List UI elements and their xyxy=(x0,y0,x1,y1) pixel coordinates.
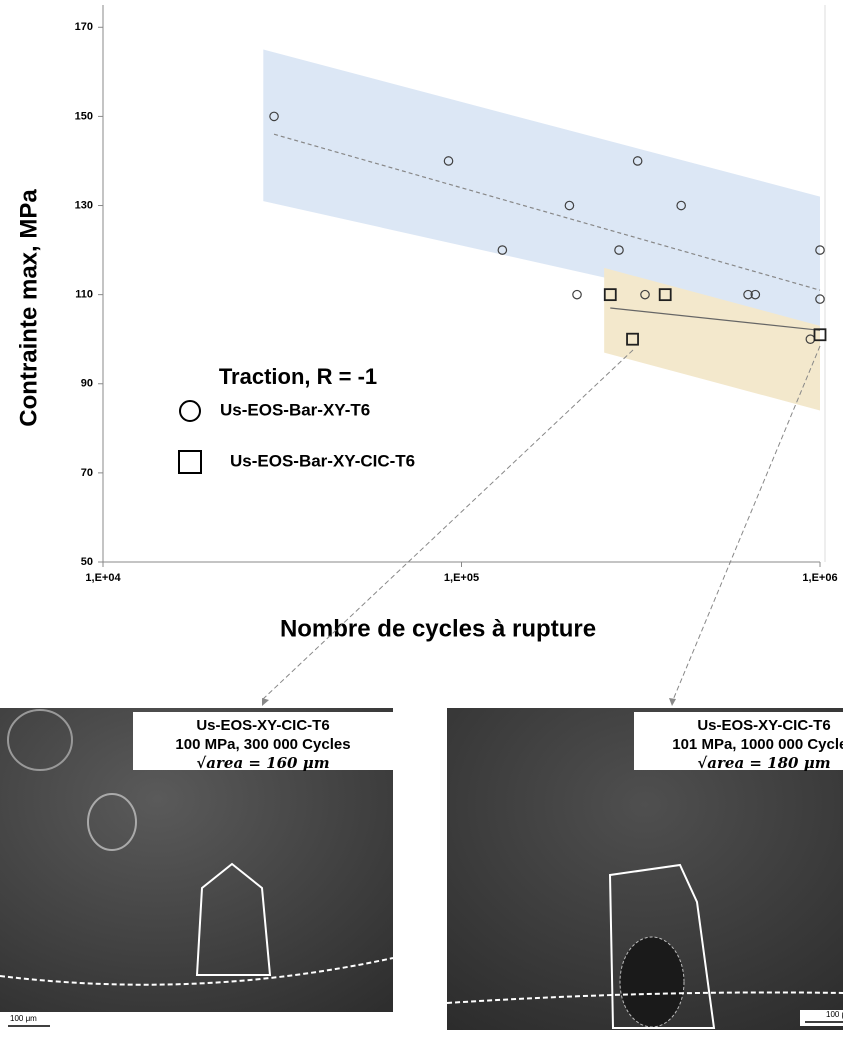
point xyxy=(626,332,639,346)
arrow-head xyxy=(262,698,269,706)
legend-marker xyxy=(178,450,202,474)
sem-panel: Us-EOS-XY-CIC-T6 100 MPa, 300 000 Cycles… xyxy=(0,708,394,1027)
defect-outline xyxy=(195,862,272,976)
label-line: 101 MPa, 1000 000 Cycles xyxy=(672,736,843,753)
point xyxy=(443,156,454,166)
y-tick-label: 110 xyxy=(75,289,93,301)
trend-line xyxy=(273,133,821,291)
sem-panel: Us-EOS-XY-CIC-T6 101 MPa, 1000 000 Cycle… xyxy=(446,708,843,1030)
label-line: √area = 160 μm xyxy=(196,754,329,772)
legend-label: Us-EOS-Bar-XY-T6 xyxy=(220,400,370,419)
label-box xyxy=(133,712,393,770)
x-tick-label: 1,E+04 xyxy=(85,572,121,584)
y-tick-label: 70 xyxy=(81,467,93,479)
legend-marker xyxy=(179,400,201,422)
x-tick-label: 1,E+05 xyxy=(444,572,479,584)
x-axis-title: Nombre de cycles à rupture xyxy=(280,615,596,642)
label-box xyxy=(634,712,843,770)
point xyxy=(815,294,825,304)
point xyxy=(632,156,643,166)
x-tick-label: 1,E+06 xyxy=(802,572,837,584)
legend-label: Us-EOS-Bar-XY-CIC-T6 xyxy=(230,451,415,470)
point xyxy=(658,288,672,302)
y-tick-label: 50 xyxy=(81,556,93,568)
label-line: Us-EOS-XY-CIC-T6 xyxy=(196,717,329,734)
point xyxy=(497,245,508,255)
point xyxy=(750,289,761,300)
point xyxy=(572,289,582,300)
scatter-band xyxy=(604,267,820,411)
scale-bar-label: 100 μm xyxy=(826,1010,843,1019)
point xyxy=(614,245,624,255)
point xyxy=(564,200,575,211)
point xyxy=(813,328,827,342)
scatter-band xyxy=(263,49,820,326)
legend-title: Traction, R = -1 xyxy=(219,364,377,389)
y-tick-label: 170 xyxy=(75,21,93,33)
label-line: Us-EOS-XY-CIC-T6 xyxy=(697,717,830,734)
label-line: √area = 180 μm xyxy=(697,754,830,772)
pore xyxy=(87,793,137,851)
y-tick-label: 130 xyxy=(75,199,93,211)
y-axis-title: Contrainte max, MPa xyxy=(15,189,42,427)
y-tick-label: 150 xyxy=(75,110,93,122)
point xyxy=(603,288,617,302)
point xyxy=(743,289,753,300)
point xyxy=(640,289,650,300)
defect-outline xyxy=(608,863,716,1029)
callout-arrow xyxy=(261,349,634,701)
surface-line xyxy=(446,991,843,1004)
point xyxy=(676,200,686,211)
point xyxy=(815,245,825,255)
defect xyxy=(619,936,685,1028)
callout-arrows xyxy=(261,345,821,701)
point xyxy=(269,111,279,122)
arrow-head xyxy=(669,698,676,706)
pore xyxy=(7,709,73,771)
callout-arrow xyxy=(672,345,821,701)
plot-area: 50 70 90 110 130 150 170 1,E+04 1,E+05 1,E+06 xyxy=(75,5,838,584)
scale-bar-label: 100 μm xyxy=(10,1014,37,1023)
trend-line xyxy=(610,307,821,331)
y-tick-label: 90 xyxy=(81,378,93,390)
label-line: 100 MPa, 300 000 Cycles xyxy=(175,736,350,753)
